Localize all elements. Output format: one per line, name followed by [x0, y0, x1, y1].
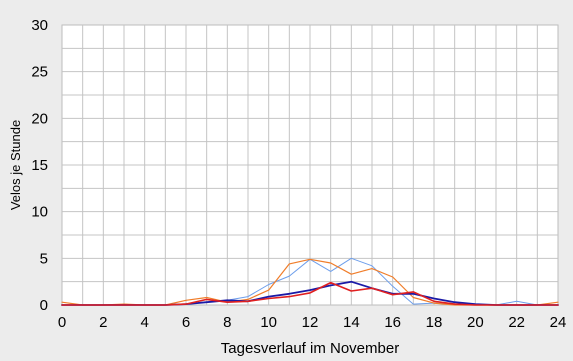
- x-tick-label: 18: [426, 314, 443, 331]
- grid: [62, 25, 558, 305]
- x-tick-label: 10: [260, 314, 277, 331]
- x-tick-label: 22: [508, 314, 525, 331]
- y-axis-label: Velos je Stunde: [8, 120, 23, 210]
- x-tick-label: 2: [99, 314, 107, 331]
- x-tick-label: 24: [550, 314, 567, 331]
- y-tick-label: 25: [31, 64, 48, 81]
- y-tick-label: 10: [31, 204, 48, 221]
- y-tick-label: 15: [31, 157, 48, 174]
- x-tick-label: 12: [302, 314, 319, 331]
- x-tick-label: 14: [343, 314, 360, 331]
- series-line-4: [61, 281, 559, 306]
- y-tick-label: 0: [40, 297, 48, 314]
- y-tick-label: 5: [40, 250, 48, 267]
- x-tick-label: 0: [58, 314, 66, 331]
- series-group: [61, 257, 559, 306]
- x-tick-label: 8: [223, 314, 231, 331]
- y-tick-label: 20: [31, 110, 48, 127]
- x-tick-label: 16: [384, 314, 401, 331]
- x-tick-label: 20: [467, 314, 484, 331]
- y-tick-label: 30: [31, 17, 48, 34]
- x-axis-label: Tagesverlauf im November: [221, 340, 399, 356]
- x-tick-label: 4: [140, 314, 148, 331]
- x-tick-label: 6: [182, 314, 190, 331]
